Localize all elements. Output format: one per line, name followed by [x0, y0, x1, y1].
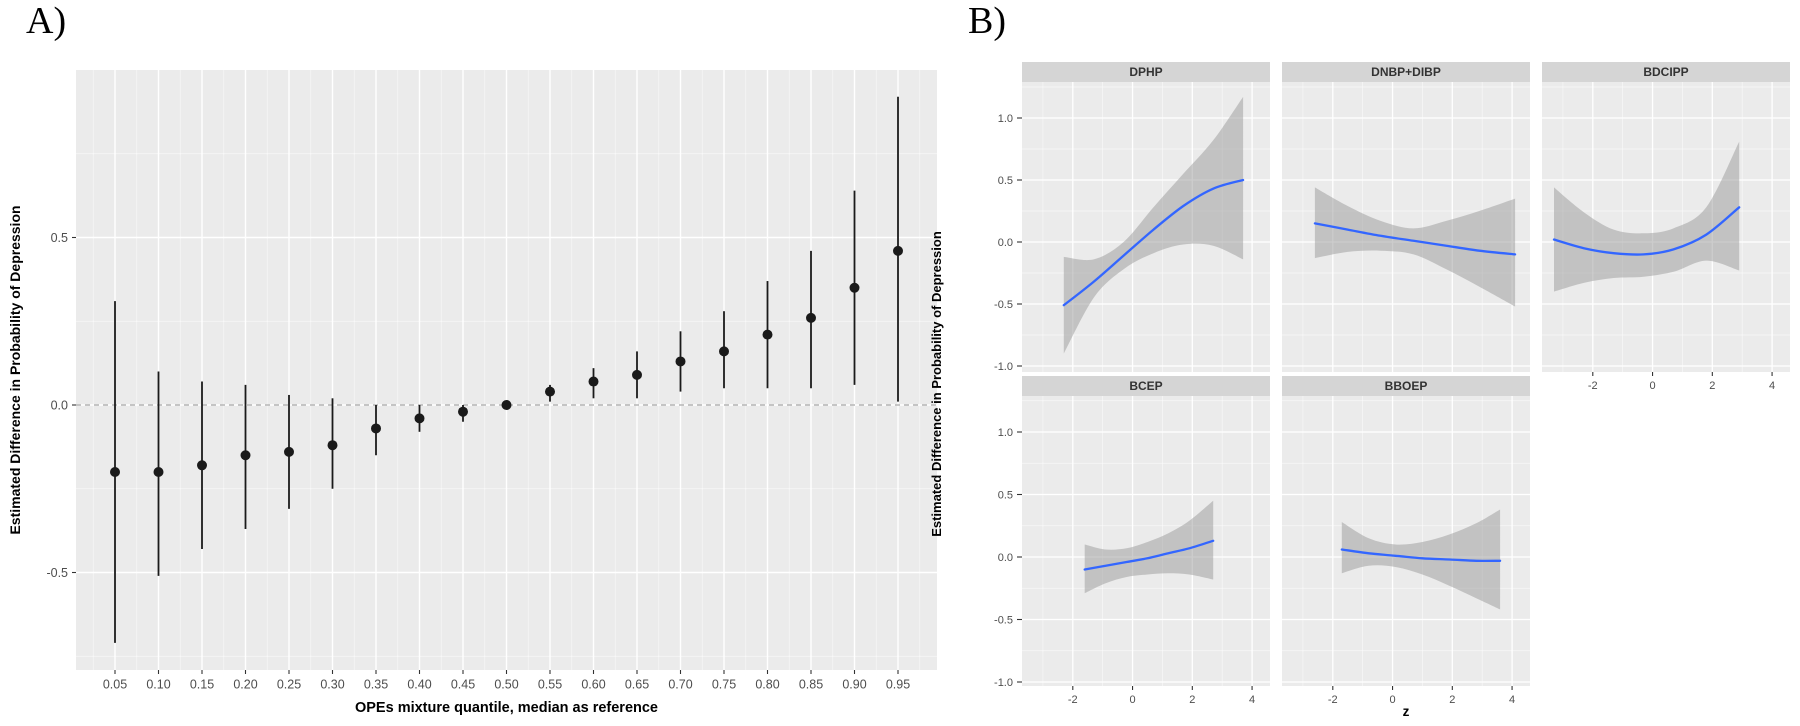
plot-background: [1022, 396, 1270, 686]
point-estimate: [675, 356, 686, 367]
point-estimate: [545, 386, 555, 397]
confidence-band: [1063, 96, 1244, 354]
x-tick-label: 0.70: [668, 677, 692, 691]
x-tick-label: 0.40: [407, 677, 431, 691]
point-estimate: [501, 400, 512, 410]
point-estimate: [240, 450, 251, 461]
point-estimate: [371, 423, 381, 434]
point-estimate: [327, 440, 338, 451]
x-tick-label: 0.50: [494, 677, 518, 691]
facet-bcep: BCEP -2 0 2 4 1.0 0.5 0.0 -0.5 -1.0: [994, 376, 1270, 706]
y-tick-label: 0.0: [998, 237, 1013, 249]
x-axis-title: z: [1403, 704, 1410, 719]
x-tick-label: 0.25: [277, 677, 301, 691]
confidence-band: [1314, 187, 1516, 307]
smooth-curve: [1340, 548, 1502, 563]
point-estimate: [284, 446, 294, 457]
x-tick-label: 4: [1769, 380, 1775, 392]
facet-strip-label: DPHP: [1129, 65, 1162, 79]
point-estimate: [762, 329, 773, 340]
x-tick-label: 0.05: [103, 677, 127, 691]
facet-strip-label: BBOEP: [1385, 379, 1428, 393]
x-tick-label: 0.55: [538, 677, 562, 691]
x-tick-label: 0.65: [625, 677, 649, 691]
y-tick-label: 0.0: [998, 552, 1013, 564]
smooth-curve: [1062, 178, 1245, 307]
y-tick-label: -0.5: [994, 299, 1013, 311]
point-estimate: [110, 467, 120, 477]
y-tick-label: 0.5: [51, 231, 68, 245]
y-tick-label: 1.0: [998, 427, 1013, 439]
confidence-band: [1084, 500, 1214, 594]
x-tick-label: 0.15: [190, 677, 214, 691]
x-tick-label: 2: [1449, 694, 1455, 706]
x-tick-label: 0.75: [712, 677, 736, 691]
x-tick-label: 0.10: [146, 677, 170, 691]
smooth-curve: [1552, 206, 1741, 256]
point-estimate: [458, 406, 468, 417]
facet-dnbp-dibp: DNBP+DIBP: [1282, 62, 1530, 372]
x-tick-label: 0.20: [233, 677, 257, 691]
point-estimate: [153, 467, 164, 477]
x-tick-label: 0.35: [364, 677, 388, 691]
panel-a-chart: 0.05 0.10 0.15 0.20 0.25 0.30 0.35 0.40 0.45 0.50…: [7, 70, 937, 716]
point-estimate: [719, 346, 729, 357]
confidence-band: [1341, 509, 1501, 610]
facet-bdcipp: BDCIPP -2 0 2 4: [1542, 62, 1790, 392]
x-tick-label: 4: [1249, 694, 1255, 706]
y-tick-label: 0.0: [51, 398, 68, 412]
facet-strip: [1542, 62, 1790, 82]
x-tick-label: 0: [1129, 694, 1135, 706]
point-estimate: [197, 460, 207, 471]
panel-a-label: A): [26, 0, 67, 42]
y-tick-label: 0.5: [998, 489, 1013, 501]
x-tick-label: 0.30: [320, 677, 344, 691]
point-estimate: [414, 413, 425, 424]
y-tick-label: 0.5: [998, 175, 1013, 187]
point-estimate: [806, 312, 816, 323]
facet-strip-label: BDCIPP: [1643, 65, 1688, 79]
facet-strip: [1022, 376, 1270, 396]
x-tick-label: 0.60: [581, 677, 605, 691]
point-estimate: [893, 245, 903, 256]
x-tick-label: 0.90: [842, 677, 866, 691]
smooth-curve: [1313, 222, 1517, 256]
x-tick-label: 0.45: [451, 677, 475, 691]
x-axis-title: OPEs mixture quantile, median as referen…: [355, 700, 658, 716]
y-tick-label: -1.0: [994, 677, 1013, 689]
x-tick-label: -2: [1328, 694, 1338, 706]
x-tick-label: 0.85: [799, 677, 823, 691]
facet-strip: [1282, 376, 1530, 396]
x-tick-label: -2: [1068, 694, 1078, 706]
point-estimate: [588, 376, 599, 387]
x-tick-label: 0: [1389, 694, 1395, 706]
y-axis-title: Estimated Difference in Probability of D…: [7, 205, 23, 534]
x-tick-label: 0: [1649, 380, 1655, 392]
x-tick-label: -2: [1588, 380, 1598, 392]
facet-strip-label: DNBP+DIBP: [1371, 65, 1441, 79]
y-tick-label: -0.5: [46, 566, 68, 580]
point-estimate: [849, 282, 860, 293]
y-tick-label: -1.0: [994, 361, 1013, 373]
confidence-band: [1554, 141, 1740, 292]
x-tick-label: 2: [1189, 694, 1195, 706]
panel-b-label: B): [968, 0, 1006, 42]
facet-strip-label: BCEP: [1129, 379, 1162, 393]
facet-strip: [1282, 62, 1530, 82]
smooth-curve: [1083, 539, 1215, 571]
point-estimate: [632, 369, 642, 380]
x-tick-label: 0.80: [755, 677, 779, 691]
x-tick-label: 4: [1509, 694, 1515, 706]
panel-b-chart: DPHP 1.0 0.5 0.0 -0.5 -1.0 DNBP+DIBP BDCIPP -2 0 2…: [929, 62, 1790, 719]
x-tick-label: 0.95: [886, 677, 910, 691]
facet-strip: [1022, 62, 1270, 82]
y-tick-label: -0.5: [994, 614, 1013, 626]
y-tick-label: 1.0: [998, 113, 1013, 125]
facet-bboep: BBOEP -2 0 2 4: [1282, 376, 1530, 706]
facet-dphp: DPHP 1.0 0.5 0.0 -0.5 -1.0: [994, 62, 1270, 373]
x-tick-label: 2: [1709, 380, 1715, 392]
y-axis-title: Estimated Difference in Probability of D…: [929, 231, 944, 537]
